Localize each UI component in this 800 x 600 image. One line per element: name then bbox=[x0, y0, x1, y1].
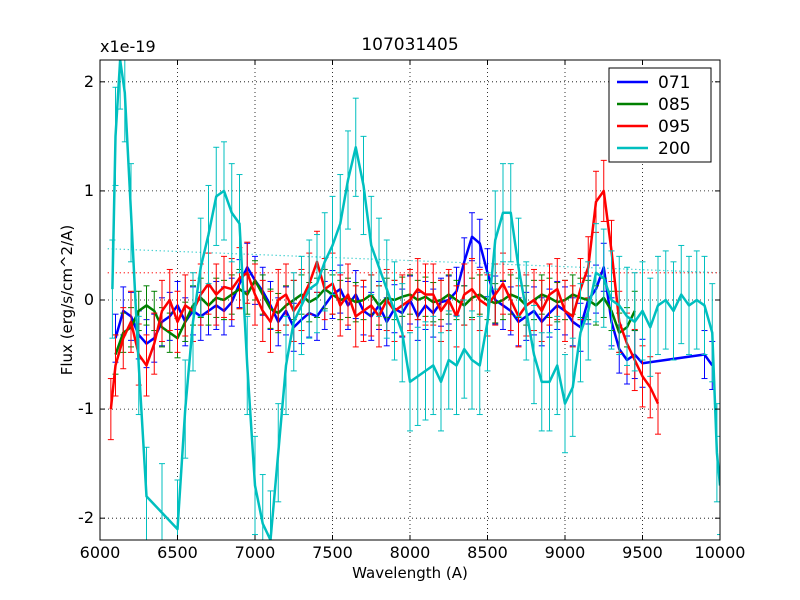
y-tick-label: -2 bbox=[78, 508, 94, 527]
y-tick-label: 0 bbox=[84, 290, 94, 309]
y-tick-label: 2 bbox=[84, 72, 94, 91]
y-offset-label: x1e-19 bbox=[100, 37, 156, 56]
series-layer bbox=[107, 60, 720, 540]
legend-label-085: 085 bbox=[658, 95, 690, 115]
legend-label-071: 071 bbox=[658, 73, 690, 93]
x-tick-label: 8000 bbox=[390, 543, 431, 562]
x-tick-label: 8500 bbox=[467, 543, 508, 562]
series-200 bbox=[109, 60, 720, 540]
x-tick-label: 9000 bbox=[545, 543, 586, 562]
y-tick-label: 1 bbox=[84, 181, 94, 200]
legend-label-200: 200 bbox=[658, 139, 690, 159]
x-axis-label: Wavelength (A) bbox=[352, 564, 468, 582]
x-tick-label: 7500 bbox=[312, 543, 353, 562]
y-tick-label: -1 bbox=[78, 399, 94, 418]
x-tick-label: 6500 bbox=[157, 543, 198, 562]
series-line-200 bbox=[111, 60, 720, 540]
legend-box bbox=[608, 67, 712, 163]
series-095 bbox=[107, 159, 661, 441]
x-tick-label: 7000 bbox=[235, 543, 276, 562]
y-axis-label: Flux (erg/s/cm^2/A) bbox=[58, 225, 76, 376]
legend-label-095: 095 bbox=[658, 117, 690, 137]
axis-ticks: 6000 6500 7000 7500 8000 8500 9000 9500 10000 -2 -… bbox=[78, 60, 745, 562]
x-tick-label: 10000 bbox=[695, 543, 746, 562]
x-tick-label: 6000 bbox=[80, 543, 121, 562]
x-tick-label: 9500 bbox=[622, 543, 663, 562]
series-line-095 bbox=[109, 189, 660, 410]
plot-area bbox=[107, 60, 720, 540]
chart-title: 107031405 bbox=[361, 35, 458, 55]
